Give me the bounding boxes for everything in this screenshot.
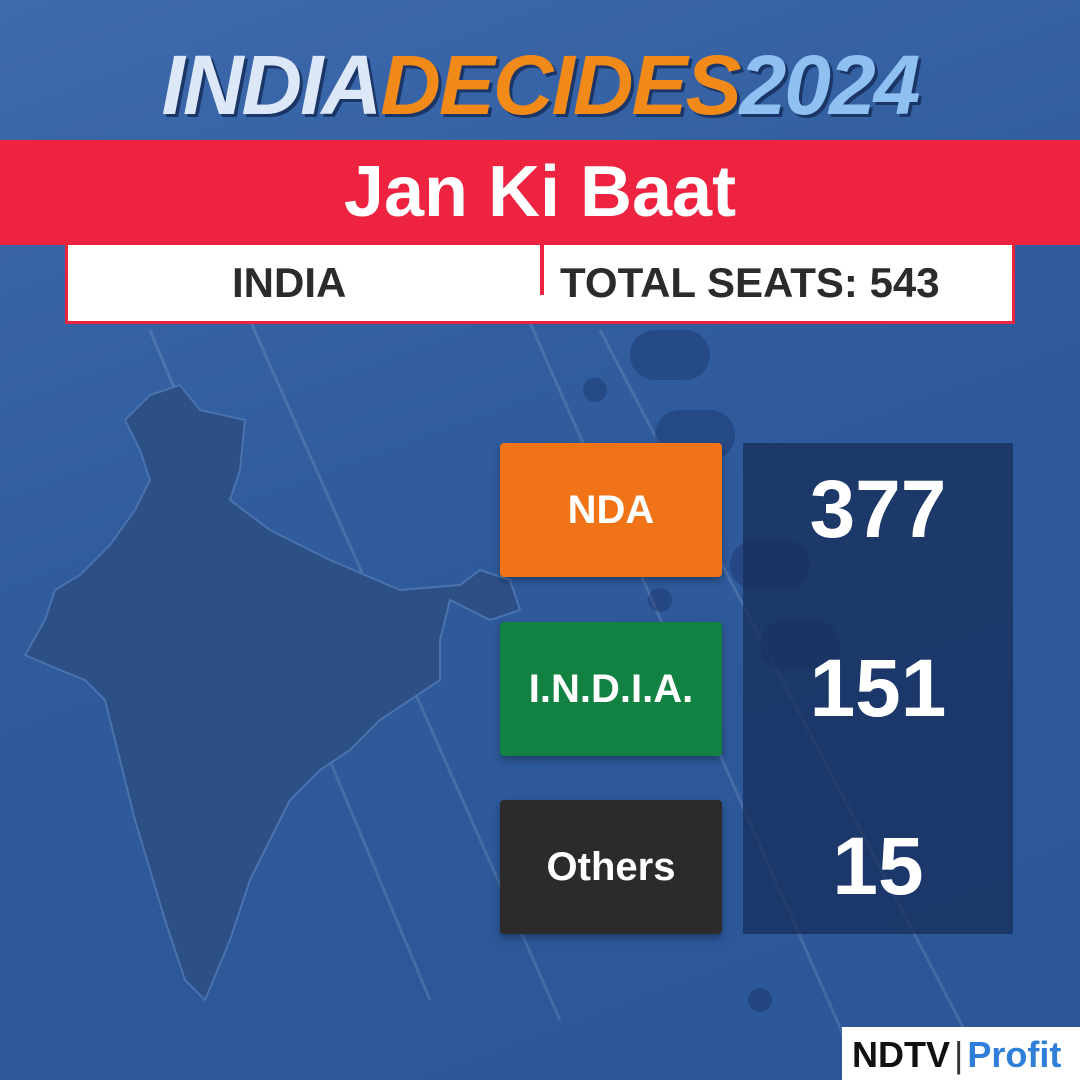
brand-word: DECIDES <box>380 38 741 132</box>
party-label: NDA <box>500 443 722 577</box>
india-map <box>23 383 522 1002</box>
info-bar: INDIA TOTAL SEATS: 543 <box>65 245 1015 324</box>
seat-count: 15 <box>832 821 924 912</box>
party-label: I.N.D.I.A. <box>500 622 722 756</box>
title: Jan Ki Baat <box>0 140 1080 245</box>
total-seats: TOTAL SEATS: 543 <box>560 259 940 306</box>
region: INDIA <box>232 259 347 306</box>
logo-profit: Profit <box>967 1034 1062 1075</box>
values-panel <box>743 443 1013 934</box>
party-label: Others <box>500 800 722 934</box>
brand-logo: INDIADECIDES2024 <box>0 40 1080 130</box>
logo: NDTV | Profit <box>842 1027 1080 1080</box>
logo-ndtv: NDTV <box>852 1034 950 1075</box>
brand-word: 2024 <box>739 38 921 132</box>
seat-count: 151 <box>809 643 947 734</box>
separator <box>540 245 544 295</box>
seat-count: 377 <box>809 464 947 555</box>
brand-word: INDIA <box>161 38 383 132</box>
